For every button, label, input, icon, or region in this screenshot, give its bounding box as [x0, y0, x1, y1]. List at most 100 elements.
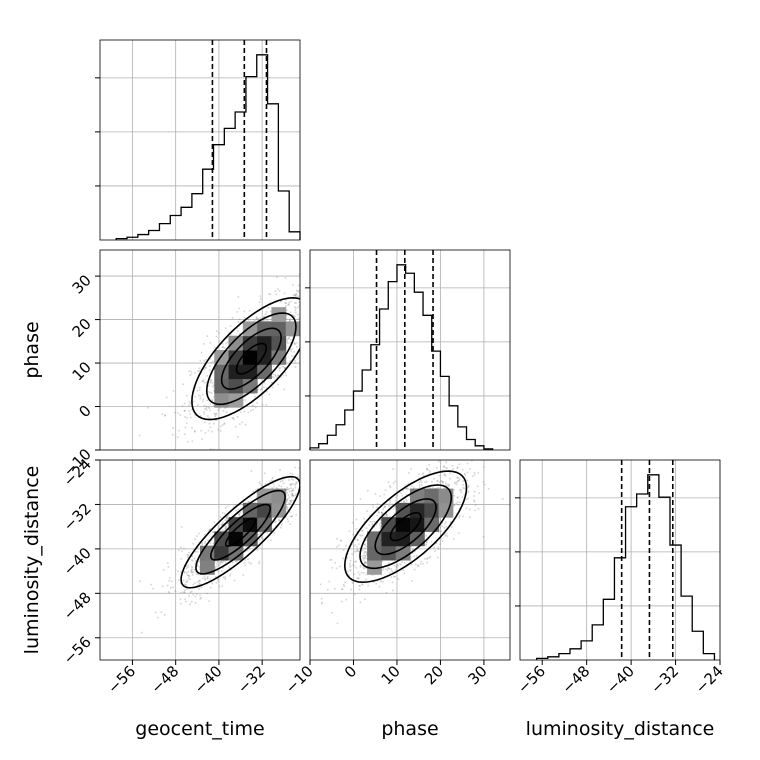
- scatter-point: [396, 494, 399, 497]
- scatter-point: [406, 500, 408, 502]
- scatter-point: [209, 342, 212, 344]
- scatter-point: [420, 560, 423, 563]
- scatter-point: [387, 481, 390, 484]
- scatter-point: [426, 557, 429, 559]
- scatter-point: [296, 290, 299, 293]
- scatter-point: [232, 418, 235, 421]
- scatter-point: [372, 504, 375, 506]
- scatter-point: [410, 563, 413, 566]
- scatter-point: [426, 468, 429, 471]
- scatter-point: [366, 510, 368, 512]
- scatter-point: [456, 467, 459, 469]
- scatter-point: [210, 379, 213, 382]
- scatter-point: [268, 480, 271, 483]
- scatter-point: [194, 395, 197, 398]
- scatter-point: [263, 386, 265, 389]
- scatter-point: [285, 317, 288, 320]
- scatter-point: [176, 436, 179, 439]
- scatter-point: [259, 297, 262, 300]
- scatter-point: [388, 505, 390, 507]
- scatter-point: [384, 489, 387, 492]
- panel-frame: [99, 459, 301, 661]
- scatter-point: [208, 600, 211, 602]
- scatter-point: [206, 575, 209, 578]
- scatter-point: [204, 366, 207, 369]
- scatter-point: [286, 507, 289, 510]
- scatter-point: [254, 546, 257, 549]
- scatter-point: [174, 411, 176, 414]
- scatter-point: [389, 572, 391, 574]
- scatter-point: [364, 544, 366, 546]
- scatter-point: [394, 500, 397, 502]
- scatter-point: [237, 513, 240, 515]
- scatter-point: [197, 532, 200, 535]
- scatter-point: [301, 482, 303, 484]
- scatter-point: [285, 488, 288, 491]
- scatter-point: [422, 472, 425, 475]
- contour-line: [374, 498, 437, 556]
- scatter-point: [186, 574, 189, 576]
- scatter-point: [287, 303, 290, 306]
- scatter-point: [204, 408, 206, 410]
- scatter-point: [344, 553, 347, 556]
- scatter-point: [192, 400, 195, 403]
- scatter-point: [288, 502, 290, 504]
- scatter-point: [376, 522, 379, 525]
- scatter-point: [288, 487, 291, 490]
- density-cell: [228, 517, 244, 532]
- scatter-point: [336, 538, 338, 540]
- scatter-point: [214, 413, 217, 415]
- scatter-point: [452, 468, 454, 470]
- scatter-point: [288, 337, 290, 339]
- scatter-point: [147, 406, 149, 409]
- scatter-point: [366, 552, 368, 554]
- contour-line: [180, 475, 300, 589]
- x-tick-label: −32: [647, 662, 682, 697]
- scatter-point: [186, 554, 189, 556]
- scatter-point: [225, 519, 227, 522]
- scatter-point: [290, 515, 293, 518]
- scatter-point: [377, 510, 380, 513]
- scatter-point: [358, 573, 361, 576]
- scatter-point: [421, 473, 423, 476]
- scatter-point: [384, 506, 386, 508]
- scatter-point: [250, 409, 252, 412]
- scatter-point: [368, 524, 370, 526]
- scatter-point: [189, 578, 191, 581]
- scatter-point: [438, 474, 441, 477]
- scatter-point: [400, 500, 403, 502]
- scatter-point: [496, 456, 498, 458]
- scatter-point: [301, 492, 303, 494]
- scatter-point: [290, 487, 292, 490]
- scatter-point: [210, 392, 213, 394]
- x-tick-label: −56: [104, 662, 139, 697]
- scatter-point: [373, 525, 375, 528]
- scatter-point: [198, 389, 201, 391]
- contour-line: [205, 312, 297, 406]
- scatter-point: [302, 320, 304, 322]
- scatter-point: [304, 337, 306, 339]
- scatter-point: [291, 490, 294, 492]
- scatter-point: [295, 293, 298, 296]
- scatter-point: [295, 513, 298, 516]
- scatter-point: [196, 389, 199, 392]
- histogram-step-line: [115, 54, 301, 240]
- scatter-point: [248, 547, 251, 550]
- scatter-point: [340, 600, 343, 603]
- scatter-point: [385, 568, 387, 570]
- scatter-point: [194, 538, 196, 541]
- scatter-point: [272, 482, 275, 485]
- scatter-point: [371, 520, 373, 523]
- scatter-point: [286, 488, 288, 490]
- scatter-point: [292, 483, 294, 485]
- scatter-point: [187, 554, 189, 556]
- scatter-point: [248, 501, 251, 504]
- scatter-point: [478, 492, 481, 494]
- scatter-point: [261, 394, 263, 397]
- scatter-point: [426, 480, 428, 483]
- scatter-point: [451, 464, 454, 467]
- scatter-point: [449, 477, 451, 480]
- scatter-point: [203, 421, 206, 424]
- scatter-point: [300, 345, 302, 347]
- density-cell: [257, 488, 272, 504]
